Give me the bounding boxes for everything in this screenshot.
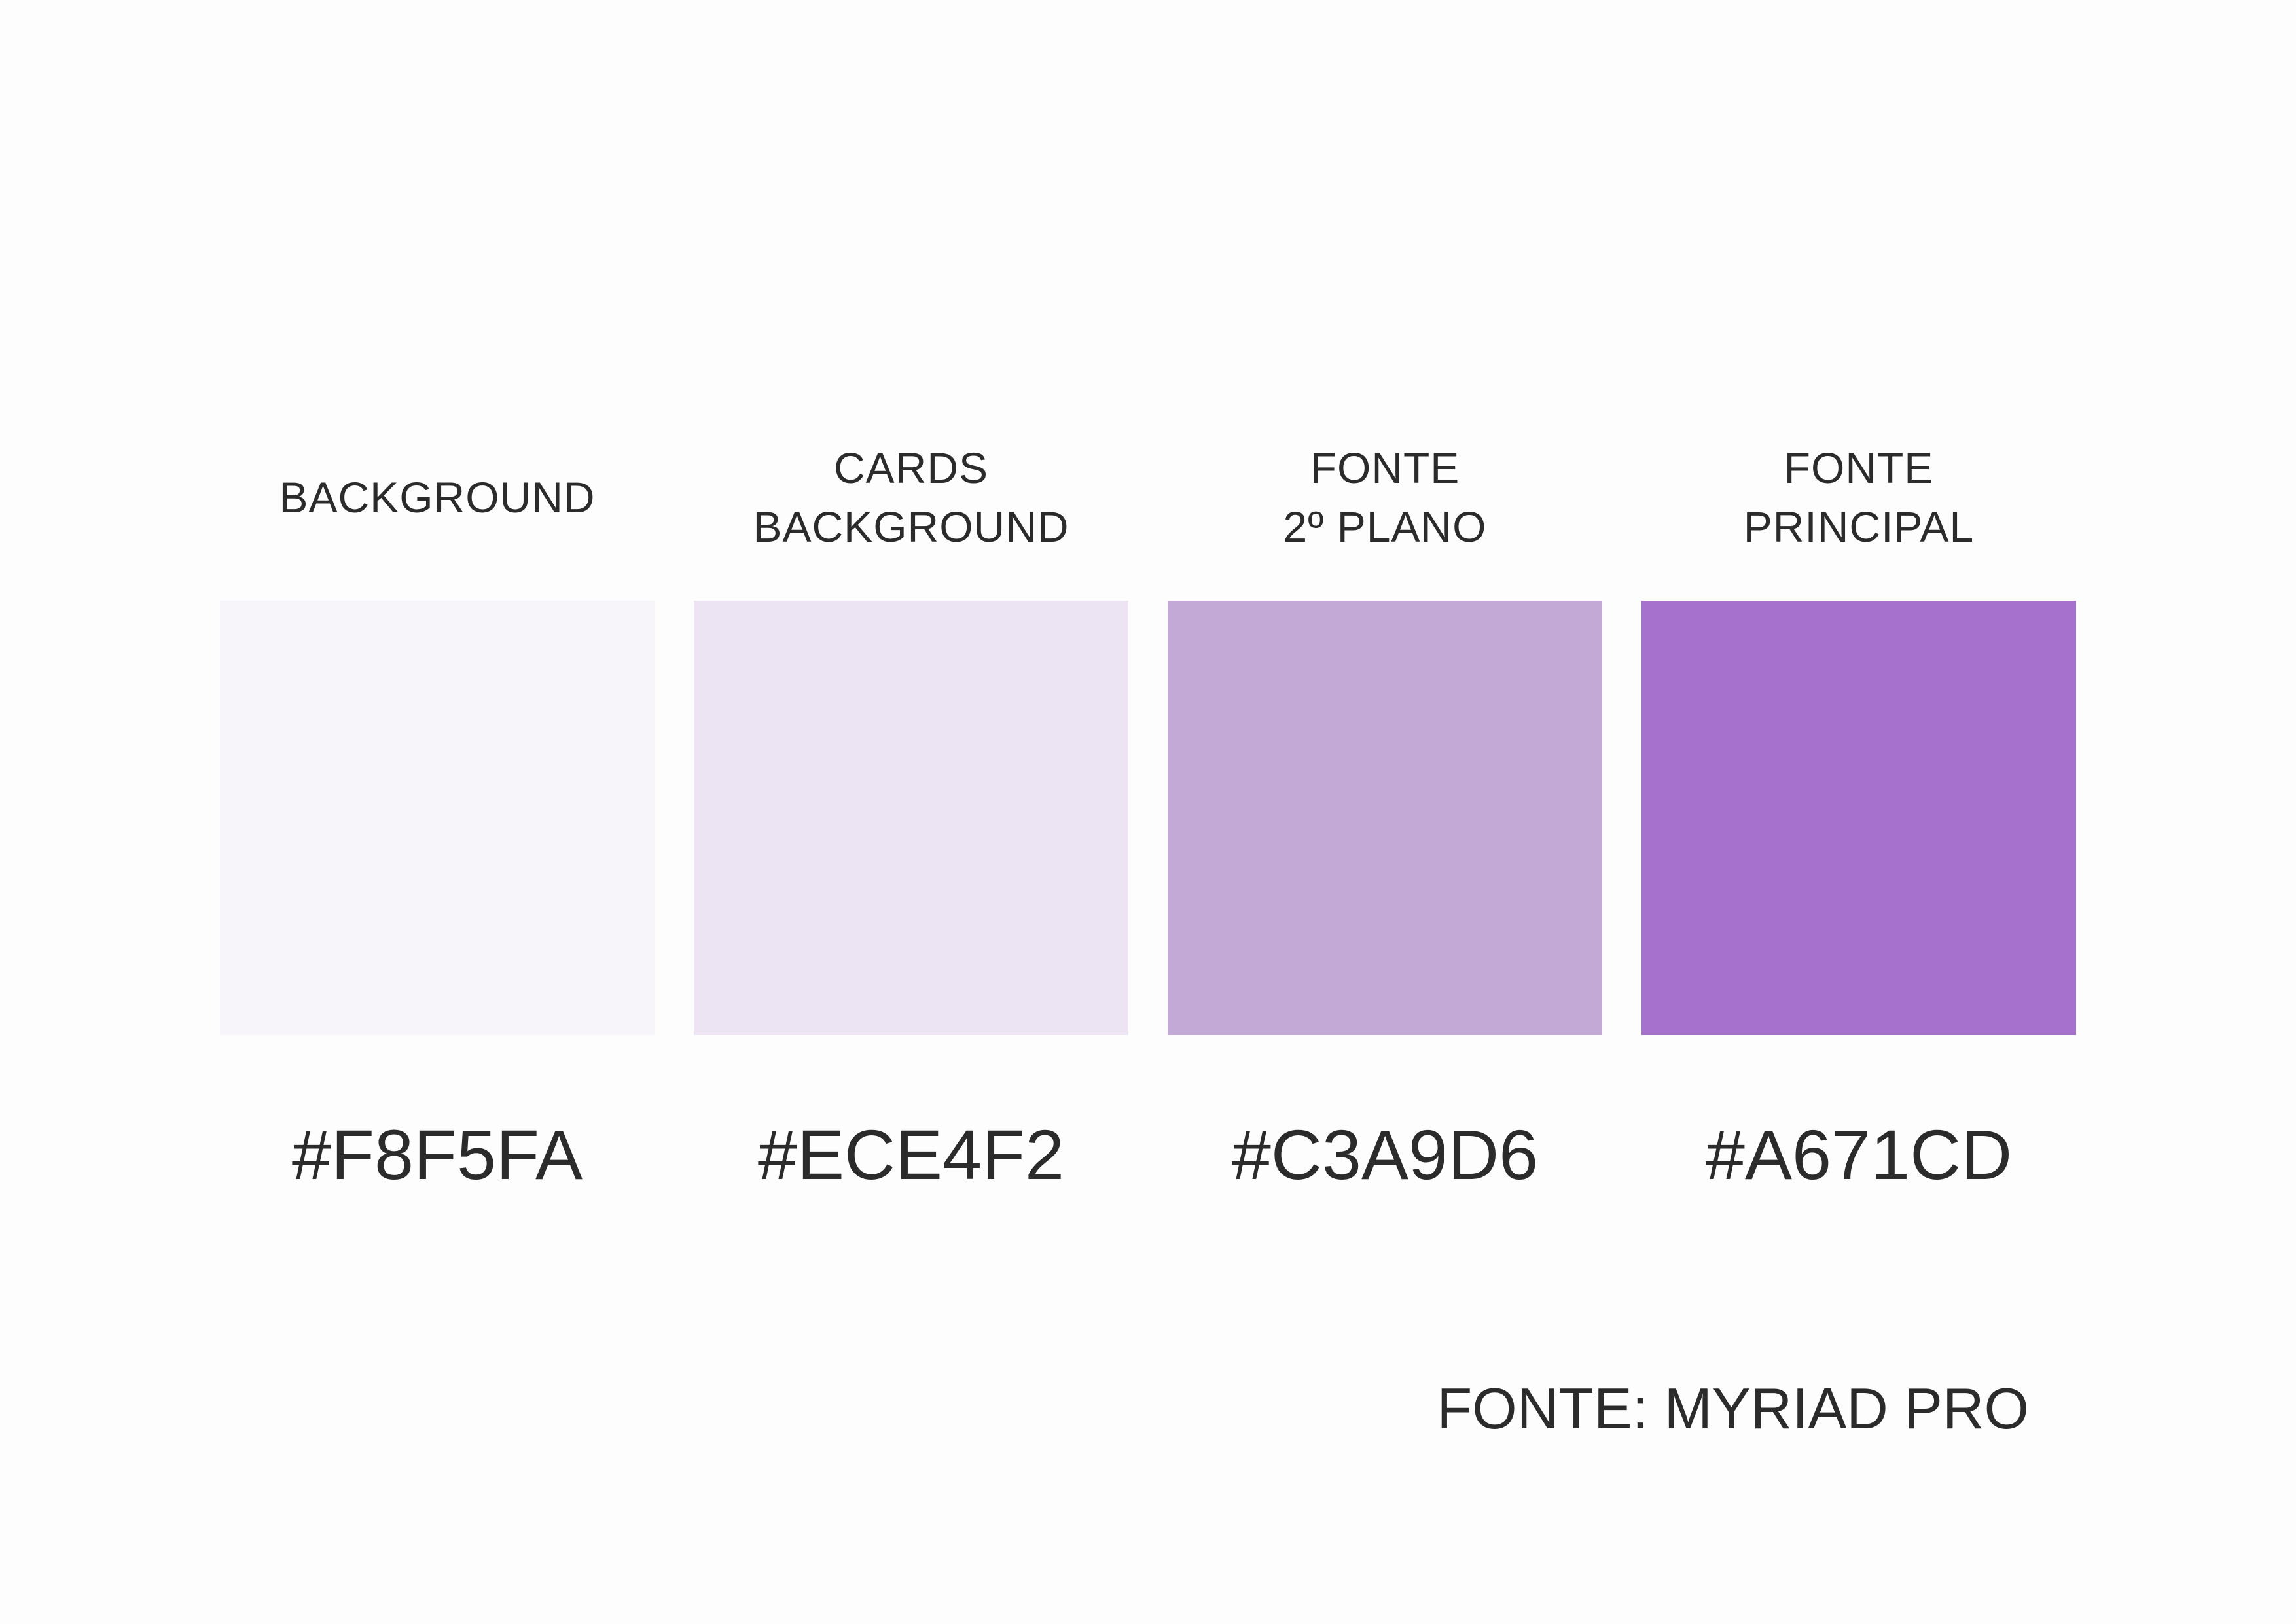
- color-swatch: [1641, 601, 2076, 1035]
- swatch-label: FONTE PRINCIPAL: [1641, 419, 2076, 576]
- swatch-label-line: CARDS: [833, 444, 989, 492]
- swatch-label-line: BACKGROUND: [279, 473, 596, 521]
- color-swatch: [220, 601, 655, 1035]
- swatch-label: CARDS BACKGROUND: [694, 419, 1128, 576]
- hex-code: #F8F5FA: [291, 1115, 583, 1194]
- swatch-label: FONTE 2º PLANO: [1168, 419, 1602, 576]
- swatch-label-line: 2º PLANO: [1283, 503, 1487, 551]
- swatch-label-line: PRINCIPAL: [1743, 503, 1975, 551]
- hex-code: #C3A9D6: [1231, 1115, 1539, 1194]
- color-swatch: [694, 601, 1128, 1035]
- swatch-label-line: BACKGROUND: [753, 503, 1069, 551]
- hex-code: #ECE4F2: [757, 1115, 1065, 1194]
- swatch-label: BACKGROUND: [220, 419, 655, 576]
- swatch-label-line: FONTE: [1784, 444, 1934, 492]
- hex-code: #A671CD: [1705, 1115, 2013, 1194]
- color-swatch: [1168, 601, 1602, 1035]
- font-note: FONTE: MYRIAD PRO: [1437, 1376, 2030, 1441]
- swatch-label-line: FONTE: [1310, 444, 1460, 492]
